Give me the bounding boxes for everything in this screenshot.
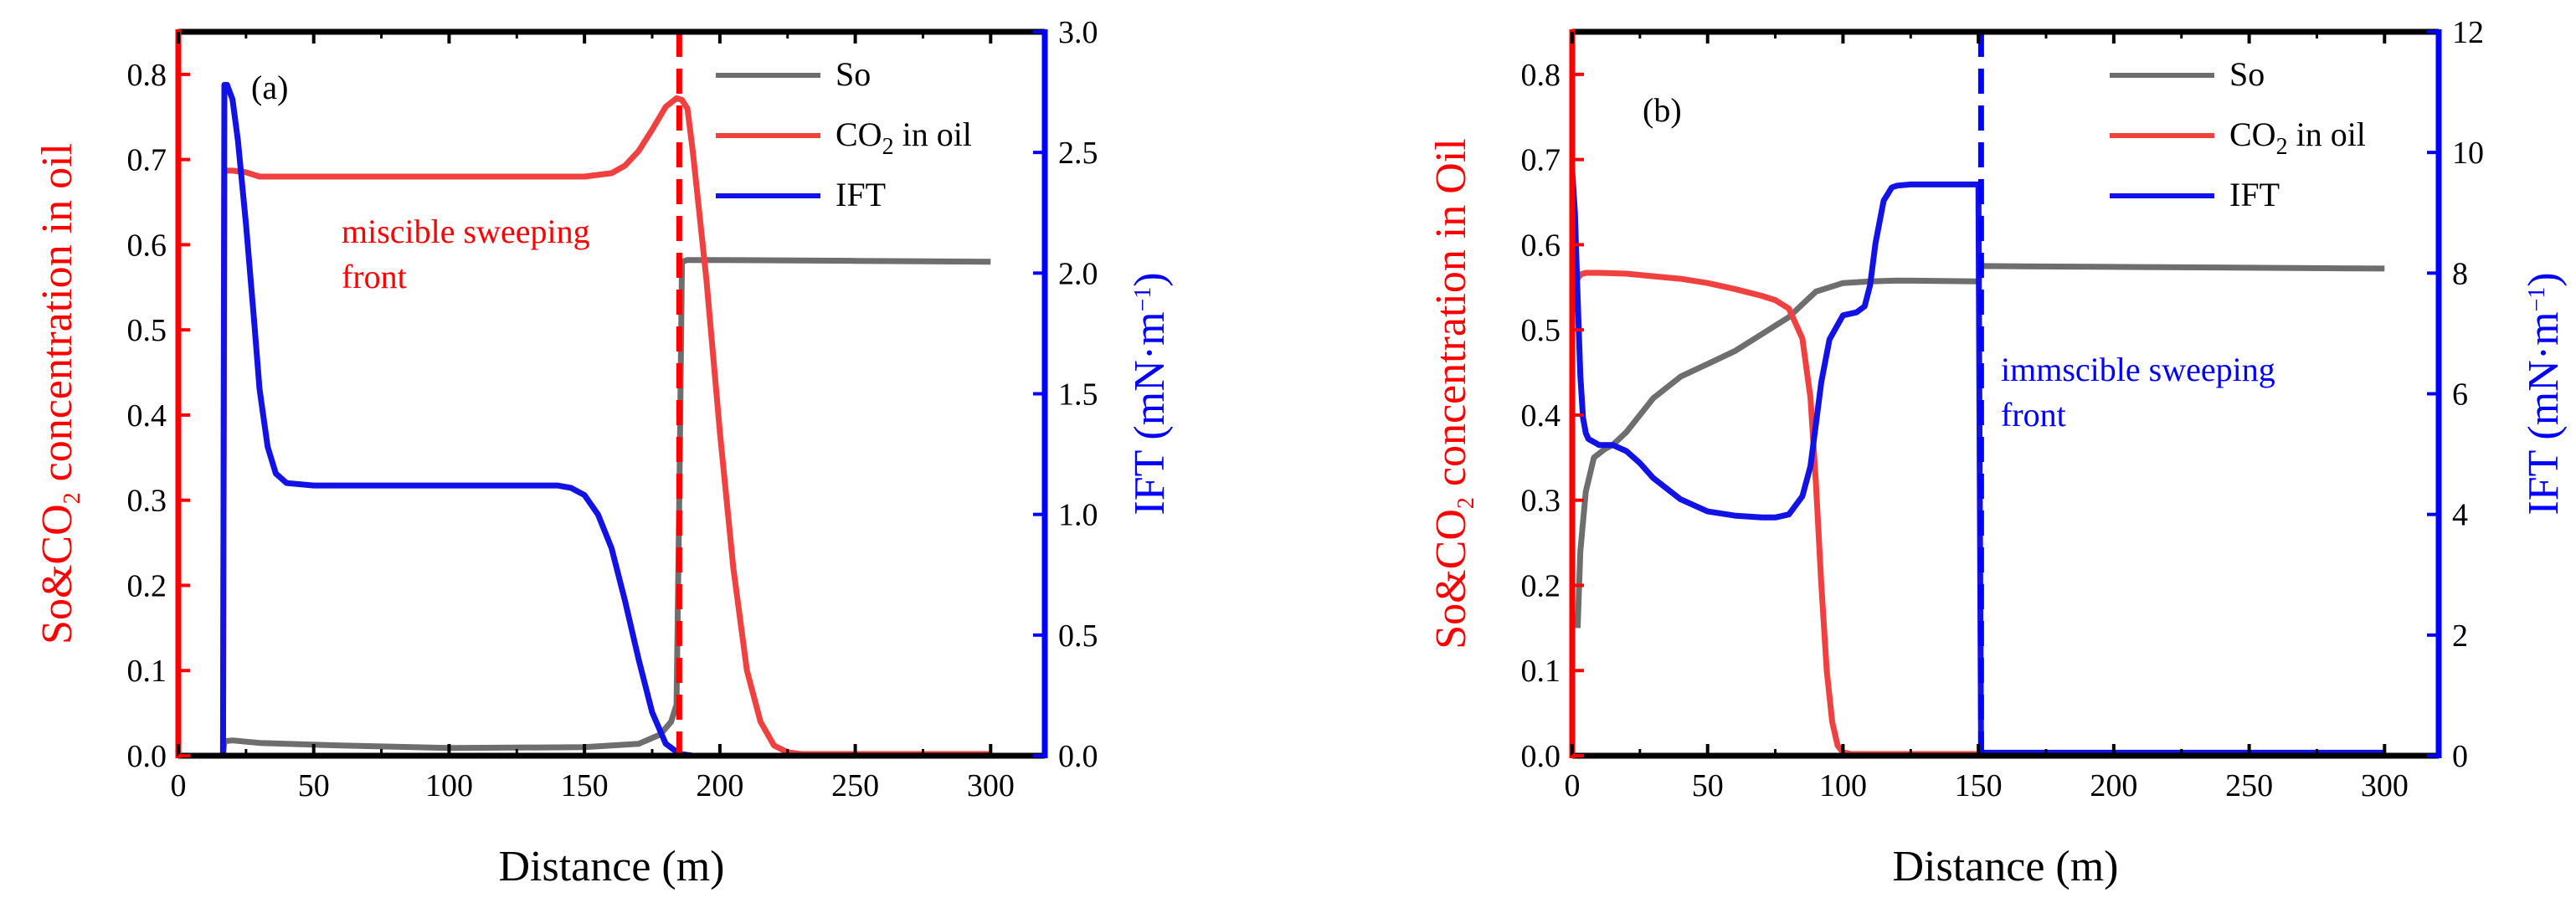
- front-annotation: immscible sweeping: [2001, 351, 2275, 388]
- left-y-axis-label: So&CO2 concentration in Oil: [1427, 138, 1479, 649]
- front-annotation: front: [342, 258, 407, 295]
- left-y-tick-label: 0.5: [1521, 313, 1561, 348]
- x-tick-label: 300: [2361, 768, 2409, 803]
- panel-a-chart: 0 50 100 150 200 250 300 0.0 0.1 0.2 0.3 0.4 0.5 0.6 0…: [33, 15, 1174, 890]
- right-y-tick-label: 1.5: [1058, 377, 1098, 413]
- left-y-tick-label: 0.1: [127, 654, 167, 689]
- chart_data.0.series.1.name_parts-part: in oil: [894, 115, 972, 153]
- left-y-axis-label: So&CO2 concentration in oil: [33, 143, 85, 644]
- left-y-tick-label: 0.0: [127, 739, 167, 774]
- x-tick-label: 50: [298, 768, 330, 803]
- chart_data.0.ylabel_right_parts-part: −1: [1130, 287, 1156, 312]
- x-tick-label: 200: [696, 768, 743, 803]
- right-y-tick-label: 2.5: [1058, 136, 1098, 171]
- right-y-tick-label: 2: [2452, 618, 2468, 654]
- left-y-tick-label: 0.3: [1521, 484, 1561, 519]
- panel-b-chart: 0 50 100 150 200 250 3000.00.10.20.30.40.50.60…: [1427, 15, 2568, 890]
- series-line-so: [219, 257, 991, 756]
- left-y-tick-label: 0.7: [1521, 143, 1561, 178]
- right-y-tick-label: 0: [2452, 739, 2468, 774]
- chart_data.1.ylabel_left_parts-part: 2: [1453, 497, 1479, 509]
- front-annotation: front: [2001, 396, 2066, 434]
- left-y-tick-label: 0.7: [127, 143, 167, 178]
- x-axis-label: Distance (m): [1892, 843, 2118, 890]
- left-y-tick-label: 0.2: [1521, 568, 1561, 603]
- right-y-tick-label: 4: [2452, 498, 2468, 533]
- left-y-tick-label: 0.3: [127, 484, 167, 519]
- chart_data.0.ylabel_right_parts-part: IFT (mN·m: [1126, 311, 1174, 515]
- chart_data.1.ylabel_right_parts-part: ): [2520, 272, 2568, 286]
- chart_data.0.series.1.name_parts-part: CO: [836, 115, 882, 153]
- chart_data.1.series.2.name_parts-part: IFT: [2229, 176, 2280, 213]
- x-axis-label: Distance (m): [498, 843, 724, 890]
- legend-label: CO2 in oil: [836, 115, 972, 160]
- legend-label: IFT: [836, 176, 886, 213]
- chart_data.1.ylabel_left_parts-part: concentration in Oil: [1427, 138, 1475, 497]
- chart_data.1.series.1.name_parts-part: in oil: [2288, 115, 2366, 153]
- right-y-tick-label: 6: [2452, 377, 2468, 413]
- right-y-tick-label: 12: [2452, 15, 2484, 50]
- left-y-tick-label: 0.4: [1521, 398, 1561, 434]
- right-y-tick-label: 8: [2452, 256, 2468, 291]
- chart_data.0.series.1.name_parts-part: 2: [882, 134, 894, 160]
- left-y-tick-label: 0.4: [127, 398, 167, 434]
- x-tick-label: 250: [831, 768, 879, 803]
- right-y-tick-label: 1.0: [1058, 498, 1098, 533]
- panel-label: (a): [251, 69, 288, 106]
- x-tick-label: 200: [2090, 768, 2137, 803]
- right-y-axis-label: IFT (mN·m−1): [2520, 272, 2568, 515]
- left-y-tick-label: 0.6: [127, 228, 167, 263]
- series-line-ift: [219, 81, 991, 756]
- chart_data.0.ylabel_right_parts-part: ): [1126, 272, 1174, 286]
- chart_data.1.series.1.name_parts-part: 2: [2276, 134, 2288, 160]
- left-y-tick-label: 0.8: [1521, 58, 1561, 93]
- x-tick-label: 50: [1692, 768, 1724, 803]
- x-tick-label: 250: [2225, 768, 2273, 803]
- x-tick-label: 100: [1819, 768, 1867, 803]
- legend-label: So: [836, 55, 871, 93]
- left-y-tick-label: 0.8: [127, 58, 167, 93]
- chart_data.1.series.0.name_parts-part: So: [2229, 55, 2265, 93]
- front-annotation: miscible sweeping: [342, 213, 590, 250]
- chart_data.0.ylabel_left_parts-part: concentration in oil: [33, 143, 81, 492]
- right-y-tick-label: 0.0: [1058, 739, 1098, 774]
- x-tick-label: 100: [425, 768, 473, 803]
- x-tick-label: 300: [967, 768, 1015, 803]
- left-y-tick-label: 0.1: [1521, 654, 1561, 689]
- legend-label: So: [2229, 55, 2265, 93]
- chart_data.1.ylabel_right_parts-part: IFT (mN·m: [2520, 311, 2568, 515]
- chart_data.0.series.2.name_parts-part: IFT: [836, 176, 886, 213]
- chart_data.1.ylabel_left_parts-part: So&CO: [1427, 509, 1475, 649]
- left-y-tick-label: 0.6: [1521, 228, 1561, 263]
- chart_data.0.ylabel_left_parts-part: 2: [59, 492, 85, 504]
- left-y-tick-label: 0.0: [1521, 739, 1561, 774]
- chart_data.1.ylabel_right_parts-part: −1: [2524, 287, 2550, 312]
- left-y-tick-label: 0.5: [127, 313, 167, 348]
- x-tick-label: 150: [1955, 768, 2003, 803]
- right-y-tick-label: 2.0: [1058, 256, 1098, 291]
- right-y-tick-label: 10: [2452, 136, 2484, 171]
- right-y-tick-label: 0.5: [1058, 618, 1098, 654]
- series-line-ift: [1572, 170, 2385, 756]
- chart_data.0.series.0.name_parts-part: So: [836, 55, 871, 93]
- right-y-axis-label: IFT (mN·m−1): [1126, 272, 1174, 515]
- left-y-tick-label: 0.2: [127, 568, 167, 603]
- legend-label: IFT: [2229, 176, 2280, 213]
- legend-label: CO2 in oil: [2229, 115, 2366, 160]
- right-y-tick-label: 3.0: [1058, 15, 1098, 50]
- x-tick-label: 0: [1565, 768, 1581, 803]
- x-tick-label: 0: [171, 768, 187, 803]
- series-line-co2-in-oil: [219, 95, 991, 756]
- panel-label: (b): [1643, 91, 1682, 129]
- chart_data.0.ylabel_left_parts-part: So&CO: [33, 504, 81, 644]
- x-tick-label: 150: [561, 768, 609, 803]
- chart_data.1.series.1.name_parts-part: CO: [2229, 115, 2276, 153]
